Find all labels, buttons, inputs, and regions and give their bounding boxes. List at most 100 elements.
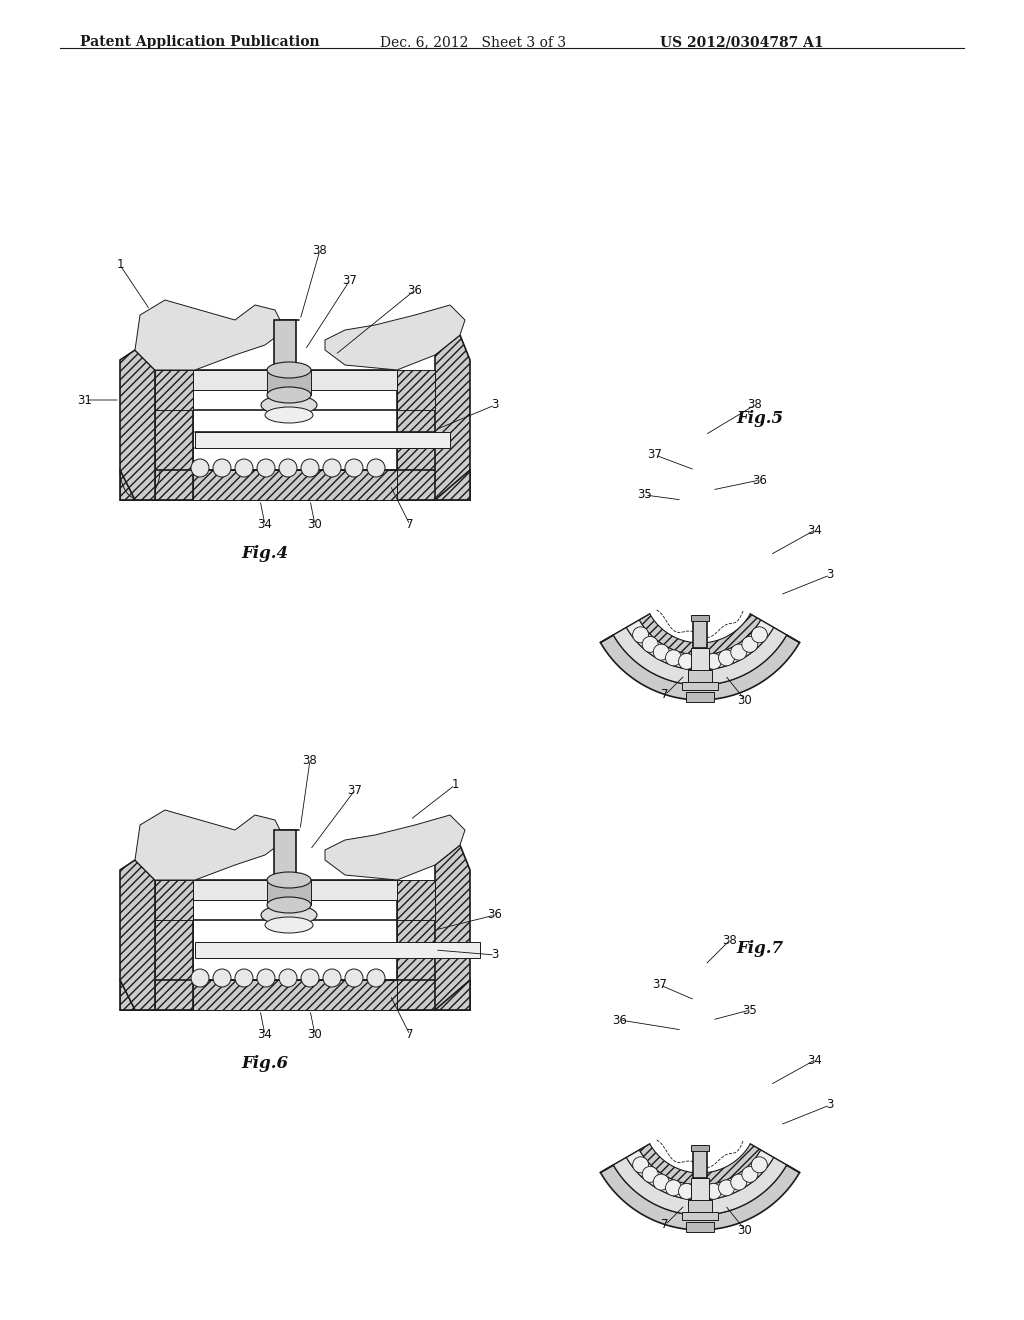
Bar xyxy=(397,909,435,1010)
Bar xyxy=(120,470,470,500)
Bar xyxy=(280,366,298,414)
Ellipse shape xyxy=(267,873,311,888)
Text: Fig.7: Fig.7 xyxy=(736,940,783,957)
Bar xyxy=(195,432,450,447)
Circle shape xyxy=(345,969,362,987)
Circle shape xyxy=(666,1180,682,1196)
Text: 30: 30 xyxy=(737,693,753,706)
Circle shape xyxy=(191,459,209,477)
Circle shape xyxy=(323,459,341,477)
Ellipse shape xyxy=(267,898,311,913)
Text: 34: 34 xyxy=(808,524,822,536)
Circle shape xyxy=(213,969,231,987)
Circle shape xyxy=(213,459,231,477)
Circle shape xyxy=(633,627,648,643)
Circle shape xyxy=(642,1167,658,1183)
Bar xyxy=(686,1222,714,1232)
Circle shape xyxy=(731,644,746,660)
Bar xyxy=(274,830,296,875)
Polygon shape xyxy=(155,370,193,411)
Circle shape xyxy=(367,459,385,477)
Text: Fig.5: Fig.5 xyxy=(736,411,783,426)
Bar xyxy=(686,692,714,702)
Text: 3: 3 xyxy=(826,1098,834,1111)
Circle shape xyxy=(234,969,253,987)
Circle shape xyxy=(279,969,297,987)
Bar xyxy=(693,616,707,648)
Text: 38: 38 xyxy=(748,399,763,412)
Polygon shape xyxy=(193,370,397,389)
Circle shape xyxy=(706,1183,722,1200)
Polygon shape xyxy=(135,300,285,370)
Text: 30: 30 xyxy=(307,1028,323,1041)
Bar xyxy=(280,875,298,925)
Text: 36: 36 xyxy=(612,1014,628,1027)
Text: US 2012/0304787 A1: US 2012/0304787 A1 xyxy=(660,36,823,49)
Circle shape xyxy=(752,1156,767,1172)
Polygon shape xyxy=(397,880,435,920)
Bar xyxy=(267,880,311,906)
Polygon shape xyxy=(613,627,786,685)
Polygon shape xyxy=(627,620,773,671)
Bar xyxy=(682,682,718,690)
Text: Patent Application Publication: Patent Application Publication xyxy=(80,36,319,49)
Polygon shape xyxy=(397,370,435,411)
Circle shape xyxy=(234,459,253,477)
Text: 3: 3 xyxy=(492,399,499,412)
Text: 38: 38 xyxy=(312,243,328,256)
Text: Fig.6: Fig.6 xyxy=(242,1055,289,1072)
Circle shape xyxy=(752,627,767,643)
Polygon shape xyxy=(193,880,397,900)
Polygon shape xyxy=(120,350,155,500)
Text: 37: 37 xyxy=(343,273,357,286)
Bar xyxy=(691,648,709,671)
Bar xyxy=(688,1200,712,1212)
Polygon shape xyxy=(155,880,193,920)
Circle shape xyxy=(323,969,341,987)
Polygon shape xyxy=(600,1166,800,1230)
Circle shape xyxy=(633,1156,648,1172)
Circle shape xyxy=(653,644,670,660)
Circle shape xyxy=(706,653,722,669)
Circle shape xyxy=(257,459,275,477)
Bar xyxy=(274,319,296,366)
Text: 36: 36 xyxy=(753,474,767,487)
Circle shape xyxy=(642,636,658,652)
Text: 30: 30 xyxy=(307,519,323,532)
Circle shape xyxy=(741,1167,758,1183)
Text: 1: 1 xyxy=(117,259,124,272)
Bar xyxy=(691,1177,709,1200)
Text: 38: 38 xyxy=(723,933,737,946)
Circle shape xyxy=(367,969,385,987)
Bar xyxy=(155,880,193,1010)
Text: 1: 1 xyxy=(452,779,459,792)
Circle shape xyxy=(741,636,758,652)
Text: 31: 31 xyxy=(78,393,92,407)
Circle shape xyxy=(731,1173,746,1191)
Text: 3: 3 xyxy=(492,949,499,961)
Ellipse shape xyxy=(265,917,313,933)
Bar xyxy=(195,942,480,958)
Ellipse shape xyxy=(267,362,311,378)
Text: Dec. 6, 2012   Sheet 3 of 3: Dec. 6, 2012 Sheet 3 of 3 xyxy=(380,36,566,49)
Text: 7: 7 xyxy=(407,519,414,532)
Circle shape xyxy=(279,459,297,477)
Circle shape xyxy=(679,653,694,669)
Polygon shape xyxy=(600,635,800,700)
Text: Fig.4: Fig.4 xyxy=(242,545,289,562)
Text: 7: 7 xyxy=(662,1218,669,1232)
Circle shape xyxy=(666,649,682,665)
Polygon shape xyxy=(120,861,155,1010)
Text: 7: 7 xyxy=(662,689,669,701)
Text: 36: 36 xyxy=(487,908,503,921)
Polygon shape xyxy=(627,1150,773,1200)
Polygon shape xyxy=(193,470,397,500)
Circle shape xyxy=(692,655,708,671)
Circle shape xyxy=(191,969,209,987)
Circle shape xyxy=(257,969,275,987)
Polygon shape xyxy=(435,335,470,500)
Polygon shape xyxy=(613,1158,786,1214)
Circle shape xyxy=(345,459,362,477)
Circle shape xyxy=(301,459,319,477)
Text: 34: 34 xyxy=(258,519,272,532)
